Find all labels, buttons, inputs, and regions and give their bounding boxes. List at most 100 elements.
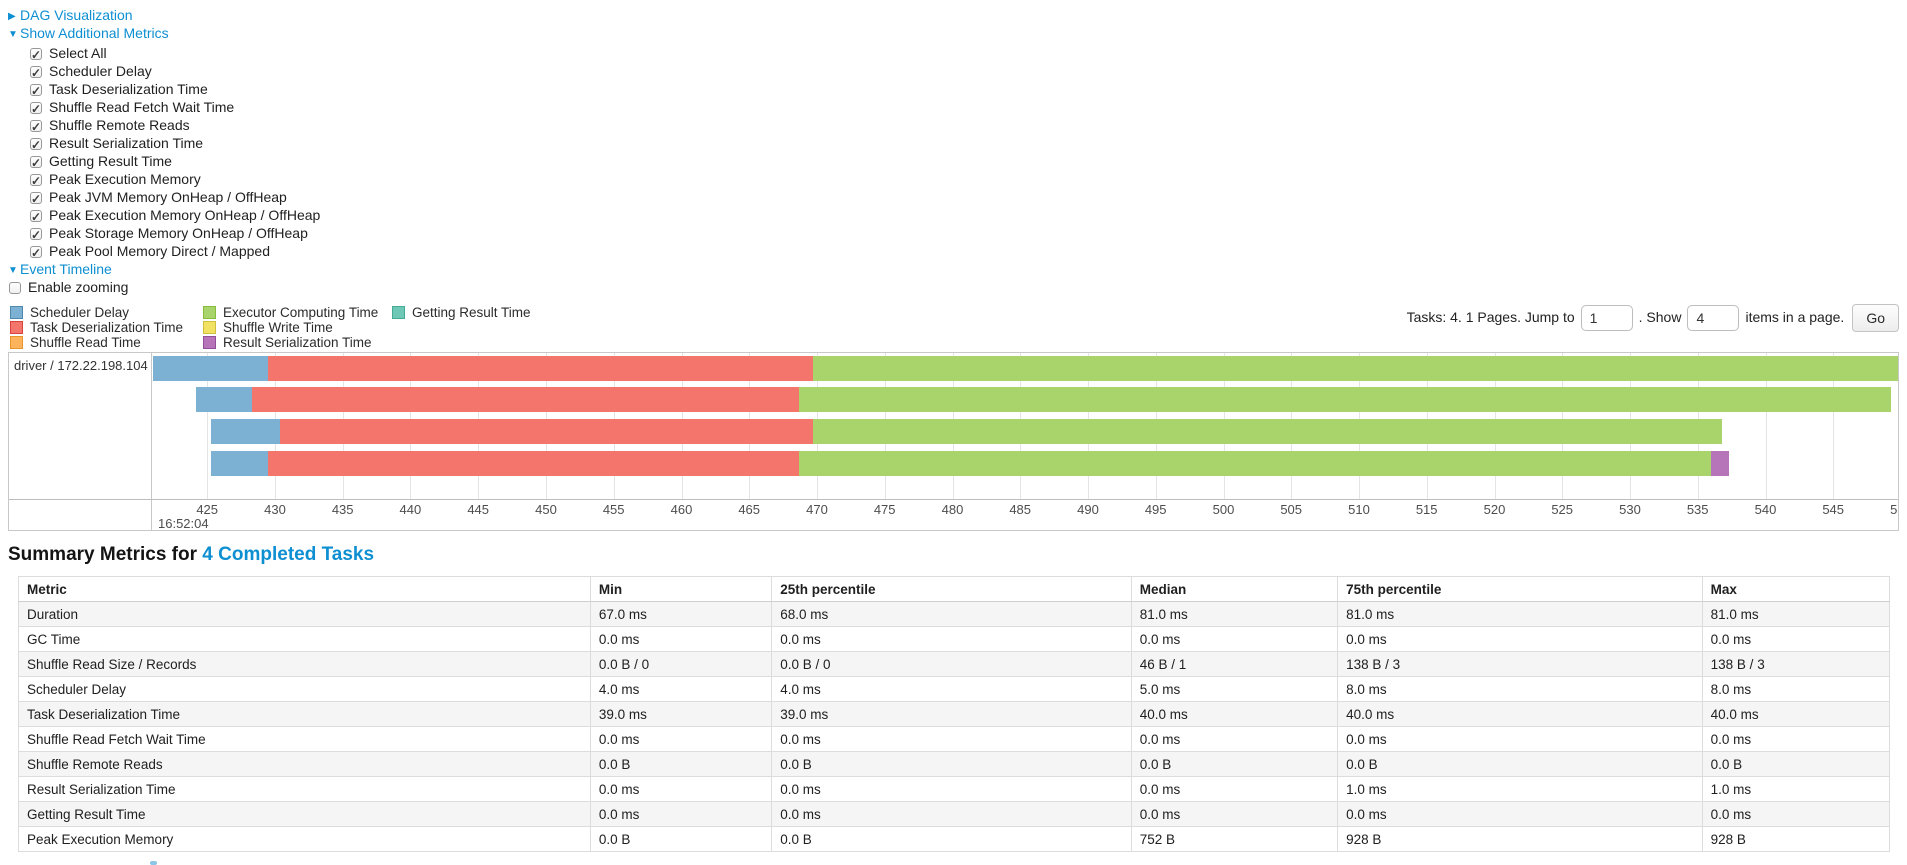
task-2-segment-scheduler-delay[interactable] [196,387,252,412]
checkbox-label[interactable]: Shuffle Read Fetch Wait Time [49,99,235,115]
metric-value-cell: 0.0 ms [589,626,773,652]
checkbox-peak-pool-memory-direct-mapped[interactable] [30,244,42,262]
axis-tick-label: 460 [670,502,693,517]
timeline-legend: Scheduler Delay Task Deserialization Time… [10,306,531,351]
column-header-min: Min [589,576,773,602]
checkbox-label[interactable]: Peak JVM Memory OnHeap / OffHeap [49,189,287,205]
metric-name-cell: Peak Execution Memory [18,826,591,852]
checkbox-label[interactable]: Peak Storage Memory OnHeap / OffHeap [49,225,308,241]
next-section-partial-icon [150,861,157,865]
task-3-segment-scheduler-delay[interactable] [211,419,281,444]
checkbox-scheduler-delay[interactable] [30,64,42,82]
axis-tick-label: 430 [264,502,286,517]
timeline-row-label-column: driver / 172.22.198.104 [9,353,152,530]
metric-checkbox-list: Select All Scheduler Delay Task Deserializ… [8,44,1899,262]
column-header-25th-percentile: 25th percentile [771,576,1132,602]
checkbox-peak-jvm-memory-onheap-offheap[interactable] [30,190,42,208]
legend-swatch-icon [203,336,216,349]
show-additional-metrics-toggle[interactable]: ▼ Show Additional Metrics [8,24,1899,42]
checkbox-peak-execution-memory[interactable] [30,172,42,190]
jump-to-page-input[interactable] [1580,305,1633,332]
table-row-shuffle-read-fetch-wait-time: Shuffle Read Fetch Wait Time 0.0 ms 0.0 ms… [18,726,1891,752]
metric-value-cell: 0.0 ms [1701,801,1891,827]
legend-label: Executor Computing Time [223,305,379,320]
metric-name-cell: Shuffle Read Size / Records [18,651,591,677]
task-4-segment-task-deserialization-time[interactable] [268,451,800,476]
metric-value-cell: 0.0 ms [1701,626,1891,652]
go-button[interactable]: Go [1852,304,1899,333]
metric-value-cell: 39.0 ms [771,701,1132,727]
task-4-segment-result-serialization-time[interactable] [1711,451,1729,476]
metric-value-cell: 46 B / 1 [1130,651,1339,677]
task-4-segment-executor-computing-time[interactable] [799,451,1712,476]
gridline [1833,353,1835,499]
axis-tick-label: 470 [806,502,828,517]
metric-checkbox-row-scheduler-delay: Scheduler Delay [30,62,1899,82]
show-additional-metrics-link[interactable]: Show Additional Metrics [20,25,169,41]
checkbox-result-serialization-time[interactable] [30,136,42,154]
legend-swatch-icon [10,306,23,319]
checkbox-shuffle-read-fetch-wait-time[interactable] [30,100,42,118]
task-1-segment-task-deserialization-time[interactable] [268,356,813,381]
checkbox-task-deserialization-time[interactable] [30,82,42,100]
dag-visualization-toggle[interactable]: ▶ DAG Visualization [8,6,1899,24]
task-3-segment-executor-computing-time[interactable] [812,419,1723,444]
metric-checkbox-row-task-deserialization-time: Task Deserialization Time [30,80,1899,100]
task-1-segment-executor-computing-time[interactable] [812,356,1898,381]
task-3-segment-task-deserialization-time[interactable] [280,419,813,444]
table-header: Metric Min 25th percentile Median 75th perce… [18,576,1891,602]
metric-value-cell: 928 B [1337,826,1703,852]
checkbox-select-all[interactable] [30,46,42,64]
metric-value-cell: 0.0 B [1337,751,1703,777]
legend-column: Executor Computing Time Shuffle Write Tim… [203,306,392,351]
checkbox-label[interactable]: Shuffle Remote Reads [49,117,190,133]
axis-tick-label: 450 [535,502,557,517]
metric-value-cell: 0.0 ms [771,626,1132,652]
enable-zooming-row: Enable zooming [9,278,1899,296]
checkbox-peak-storage-memory-onheap-offheap[interactable] [30,226,42,244]
items-per-page-input[interactable] [1687,305,1740,332]
metric-name-cell: Getting Result Time [18,801,591,827]
checkbox-label[interactable]: Peak Execution Memory [49,171,201,187]
checkbox-label[interactable]: Scheduler Delay [49,63,152,79]
task-1-segment-scheduler-delay[interactable] [153,356,269,381]
dag-visualization-link[interactable]: DAG Visualization [20,7,133,23]
checkbox-label[interactable]: Peak Execution Memory OnHeap / OffHeap [49,207,321,223]
event-timeline-toggle[interactable]: ▼ Event Timeline [8,260,1899,278]
checkbox-label[interactable]: Result Serialization Time [49,135,204,151]
legend-swatch-icon [203,306,216,319]
completed-tasks-link[interactable]: 4 Completed Tasks [202,544,375,565]
table-row-task-deserialization-time: Task Deserialization Time 39.0 ms 39.0 ms 4… [18,701,1891,727]
task-2-segment-task-deserialization-time[interactable] [251,387,800,412]
metric-checkbox-row-peak-pool-memory-direct-mapped: Peak Pool Memory Direct / Mapped [30,242,1899,262]
checkbox-label[interactable]: Select All [49,45,107,61]
metric-value-cell: 8.0 ms [1337,676,1703,702]
axis-tick-label: 525 [1551,502,1574,517]
checkbox-getting-result-time[interactable] [30,154,42,172]
legend-column: Scheduler Delay Task Deserialization Time… [10,306,203,351]
metric-value-cell: 40.0 ms [1337,701,1703,727]
task-2-segment-executor-computing-time[interactable] [799,387,1892,412]
metric-name-cell: Scheduler Delay [18,676,591,702]
legend-label: Getting Result Time [412,305,531,320]
metric-value-cell: 40.0 ms [1701,701,1891,727]
legend-swatch-icon [203,321,216,334]
table-row-scheduler-delay: Scheduler Delay 4.0 ms 4.0 ms 5.0 ms 8.0 ms 8… [18,676,1891,702]
metric-value-cell: 5.0 ms [1130,676,1339,702]
task-4-segment-scheduler-delay[interactable] [211,451,269,476]
event-timeline-link[interactable]: Event Timeline [20,261,112,277]
checkbox-label[interactable]: Peak Pool Memory Direct / Mapped [49,243,270,259]
checkbox-shuffle-remote-reads[interactable] [30,118,42,136]
axis-tick-label: 550 [1890,502,1898,517]
metric-value-cell: 0.0 B / 0 [589,651,773,677]
pagination-show-label: . Show [1638,309,1682,325]
metric-value-cell: 0.0 ms [1130,776,1339,802]
legend-swatch-icon [10,321,23,334]
metric-value-cell: 0.0 ms [771,801,1132,827]
event-timeline-chart: driver / 172.22.198.104 425 430 435 440 445 4… [8,352,1899,531]
checkbox-peak-execution-memory-onheap-offheap[interactable] [30,208,42,226]
enable-zooming-checkbox[interactable] [9,282,21,294]
checkbox-label[interactable]: Getting Result Time [49,153,172,169]
checkbox-label[interactable]: Task Deserialization Time [49,81,208,97]
metric-checkbox-row-peak-execution-memory: Peak Execution Memory [30,170,1899,190]
